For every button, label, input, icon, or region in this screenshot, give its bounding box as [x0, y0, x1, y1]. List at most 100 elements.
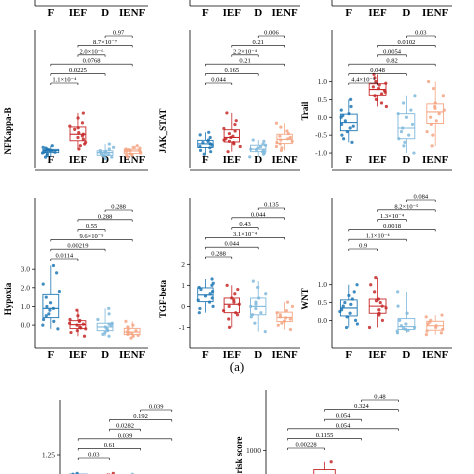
data-point	[198, 306, 202, 311]
data-point	[40, 151, 45, 155]
p-value-label: 0.0102	[397, 39, 415, 46]
data-point	[130, 153, 134, 157]
data-point	[401, 126, 405, 130]
data-point	[275, 141, 279, 145]
data-point	[104, 151, 108, 155]
y-tick-label: 0	[181, 302, 185, 311]
data-point	[80, 121, 85, 125]
y-tick-label: 0.0	[21, 321, 31, 330]
data-point	[398, 318, 402, 322]
data-point	[107, 306, 111, 310]
data-point	[227, 317, 231, 321]
data-point	[437, 112, 441, 116]
chart-panel-1: F IEF D IENF	[189, 0, 300, 19]
data-point	[399, 129, 404, 134]
data-point	[344, 325, 349, 330]
data-point	[107, 312, 111, 316]
data-point	[75, 323, 79, 327]
data-point	[279, 148, 284, 152]
category-label-IEF: IEF	[368, 154, 387, 166]
data-point	[345, 315, 349, 319]
data-point	[355, 283, 359, 287]
category-label-F: F	[202, 154, 209, 166]
category-label-IENF: IENF	[119, 349, 146, 361]
y-tick-label: 1.0	[21, 302, 31, 311]
p-value-label: 0.288	[98, 213, 113, 220]
data-point	[340, 122, 344, 127]
data-point	[126, 325, 130, 329]
data-point	[399, 324, 403, 328]
p-value-label: 0.044	[251, 211, 266, 218]
data-point	[222, 138, 226, 142]
data-point	[348, 126, 352, 130]
y-tick-label: 2	[181, 260, 185, 269]
data-point	[44, 295, 48, 299]
data-point	[209, 150, 213, 154]
p-value-label: 3.1×10⁻⁴	[233, 231, 258, 238]
data-point	[441, 327, 445, 331]
chart-panel-0: F IEF D IENF	[34, 0, 148, 19]
data-point	[198, 148, 203, 152]
y-axis-label: JAK_STAT	[158, 109, 168, 154]
data-point	[345, 129, 349, 134]
data-point	[207, 300, 212, 304]
p-value-label: 0.288	[111, 204, 126, 211]
data-point	[130, 331, 134, 336]
data-point	[404, 115, 409, 119]
category-label-IEF: IEF	[69, 7, 88, 19]
data-point	[82, 334, 87, 338]
p-value-label: 0.1155	[316, 432, 334, 439]
category-label-D: D	[254, 7, 262, 19]
data-point	[251, 279, 255, 283]
y-tick-label: -1	[179, 323, 185, 332]
data-point	[102, 154, 106, 158]
data-point	[433, 101, 437, 105]
data-point	[440, 313, 444, 317]
data-point	[134, 329, 138, 333]
data-point	[227, 325, 232, 329]
data-point	[45, 304, 49, 309]
data-point	[410, 122, 415, 127]
data-point	[203, 294, 208, 298]
p-value-label: 1.1×10⁻⁴	[366, 233, 391, 240]
data-point	[76, 135, 80, 140]
data-point	[290, 304, 295, 308]
data-point	[439, 331, 444, 335]
p-value-label: 0.48	[374, 394, 385, 401]
data-point	[412, 151, 416, 155]
data-point	[384, 306, 388, 310]
chart-panel-2: F IEF D IENF	[331, 0, 452, 19]
data-point	[342, 137, 346, 141]
data-point	[208, 146, 212, 150]
data-point	[434, 119, 438, 123]
data-point	[125, 149, 129, 153]
chart-panel-5: 1.0 0.5 0.0 -0.5 -1.0 Trail F IEF D IENF 0.030.010…	[300, 30, 452, 171]
data-point	[210, 296, 214, 300]
data-point	[198, 144, 202, 149]
p-value-label: 0.044	[224, 241, 239, 248]
data-point	[76, 116, 80, 120]
p-value-label: 0.9	[359, 243, 367, 250]
data-point	[47, 312, 51, 316]
data-point	[431, 133, 435, 137]
category-label-F: F	[345, 154, 352, 166]
data-point	[274, 144, 279, 149]
data-point	[110, 321, 114, 325]
data-point	[442, 108, 446, 112]
data-point	[403, 140, 407, 144]
data-point	[352, 290, 356, 294]
p-value-label: 0.61	[104, 442, 115, 449]
y-tick-label: 0.5	[318, 298, 328, 307]
data-point	[250, 313, 255, 317]
y-tick-label: 1.0	[318, 77, 328, 86]
data-point	[379, 92, 384, 96]
data-point	[77, 147, 81, 151]
data-point	[347, 293, 351, 298]
data-point	[426, 79, 431, 84]
data-point	[254, 302, 258, 306]
data-point	[225, 111, 229, 115]
data-point	[198, 133, 202, 137]
y-tick-label: -0.5	[315, 131, 327, 140]
p-value-label: 0.03	[88, 452, 99, 459]
data-point	[425, 129, 429, 134]
